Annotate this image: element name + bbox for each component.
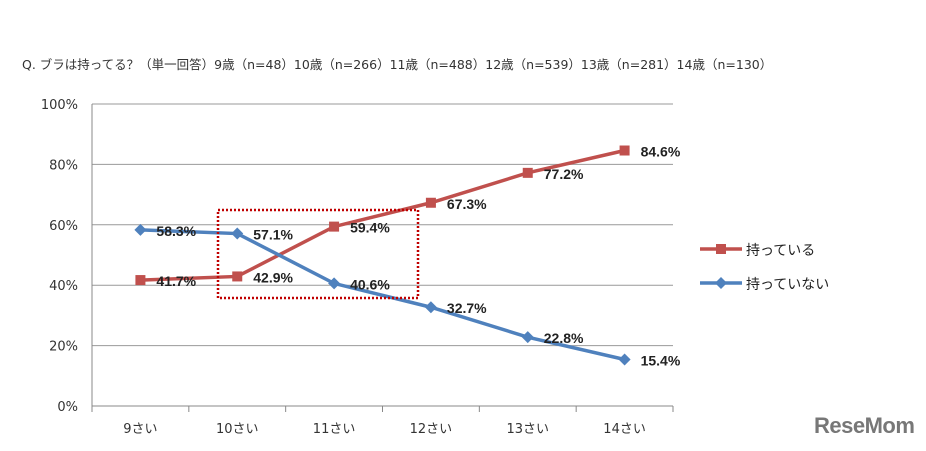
data-label: 32.7% bbox=[447, 300, 487, 316]
data-point-square bbox=[522, 167, 533, 178]
data-point-diamond bbox=[328, 277, 341, 290]
data-label: 59.4% bbox=[350, 220, 390, 236]
data-label: 58.3% bbox=[156, 223, 196, 239]
x-tick-label: 9さい bbox=[123, 422, 157, 437]
data-point-diamond bbox=[424, 301, 437, 314]
y-tick-label: 0% bbox=[57, 400, 78, 415]
legend-label: 持っている bbox=[746, 243, 815, 259]
series-line-have bbox=[140, 148, 625, 282]
data-label: 77.2% bbox=[544, 166, 584, 182]
series-line-not-have bbox=[140, 228, 625, 362]
legend-marker-square bbox=[716, 244, 726, 254]
legend-label: 持っていない bbox=[746, 277, 829, 293]
x-tick-label: 14さい bbox=[603, 422, 646, 437]
x-tick-label: 10さい bbox=[216, 422, 259, 437]
chart-title: Q. ブラは持ってる？（単一回答）9歳（n=48）10歳（n=266）11歳（n… bbox=[22, 57, 773, 72]
data-label: 57.1% bbox=[253, 227, 293, 243]
data-point-diamond bbox=[618, 353, 631, 366]
resemom-logo: ReseMom bbox=[814, 413, 915, 438]
data-point-square bbox=[135, 275, 146, 286]
data-point-square bbox=[425, 197, 436, 208]
data-label: 42.9% bbox=[253, 269, 293, 285]
data-label: 84.6% bbox=[641, 144, 681, 160]
x-tick-label: 13さい bbox=[506, 422, 549, 437]
y-tick-label: 20% bbox=[49, 340, 78, 355]
legend-marker-diamond bbox=[715, 277, 727, 289]
data-point-square bbox=[232, 271, 243, 282]
data-point-diamond bbox=[134, 223, 147, 236]
data-label: 67.3% bbox=[447, 196, 487, 212]
data-point-square bbox=[329, 221, 340, 232]
data-label: 40.6% bbox=[350, 276, 390, 292]
y-tick-label: 40% bbox=[49, 279, 78, 294]
data-label: 22.8% bbox=[544, 330, 584, 346]
data-label: 41.7% bbox=[156, 273, 196, 289]
highlight-box bbox=[216, 208, 420, 300]
data-label: 15.4% bbox=[641, 352, 681, 368]
data-point-diamond bbox=[231, 227, 244, 240]
x-tick-label: 11さい bbox=[313, 422, 356, 437]
y-tick-label: 80% bbox=[49, 158, 78, 173]
data-point-square bbox=[619, 145, 630, 156]
y-tick-label: 100% bbox=[41, 98, 78, 113]
y-tick-label: 60% bbox=[49, 219, 78, 234]
data-point-diamond bbox=[521, 331, 534, 344]
x-tick-label: 12さい bbox=[410, 422, 453, 437]
